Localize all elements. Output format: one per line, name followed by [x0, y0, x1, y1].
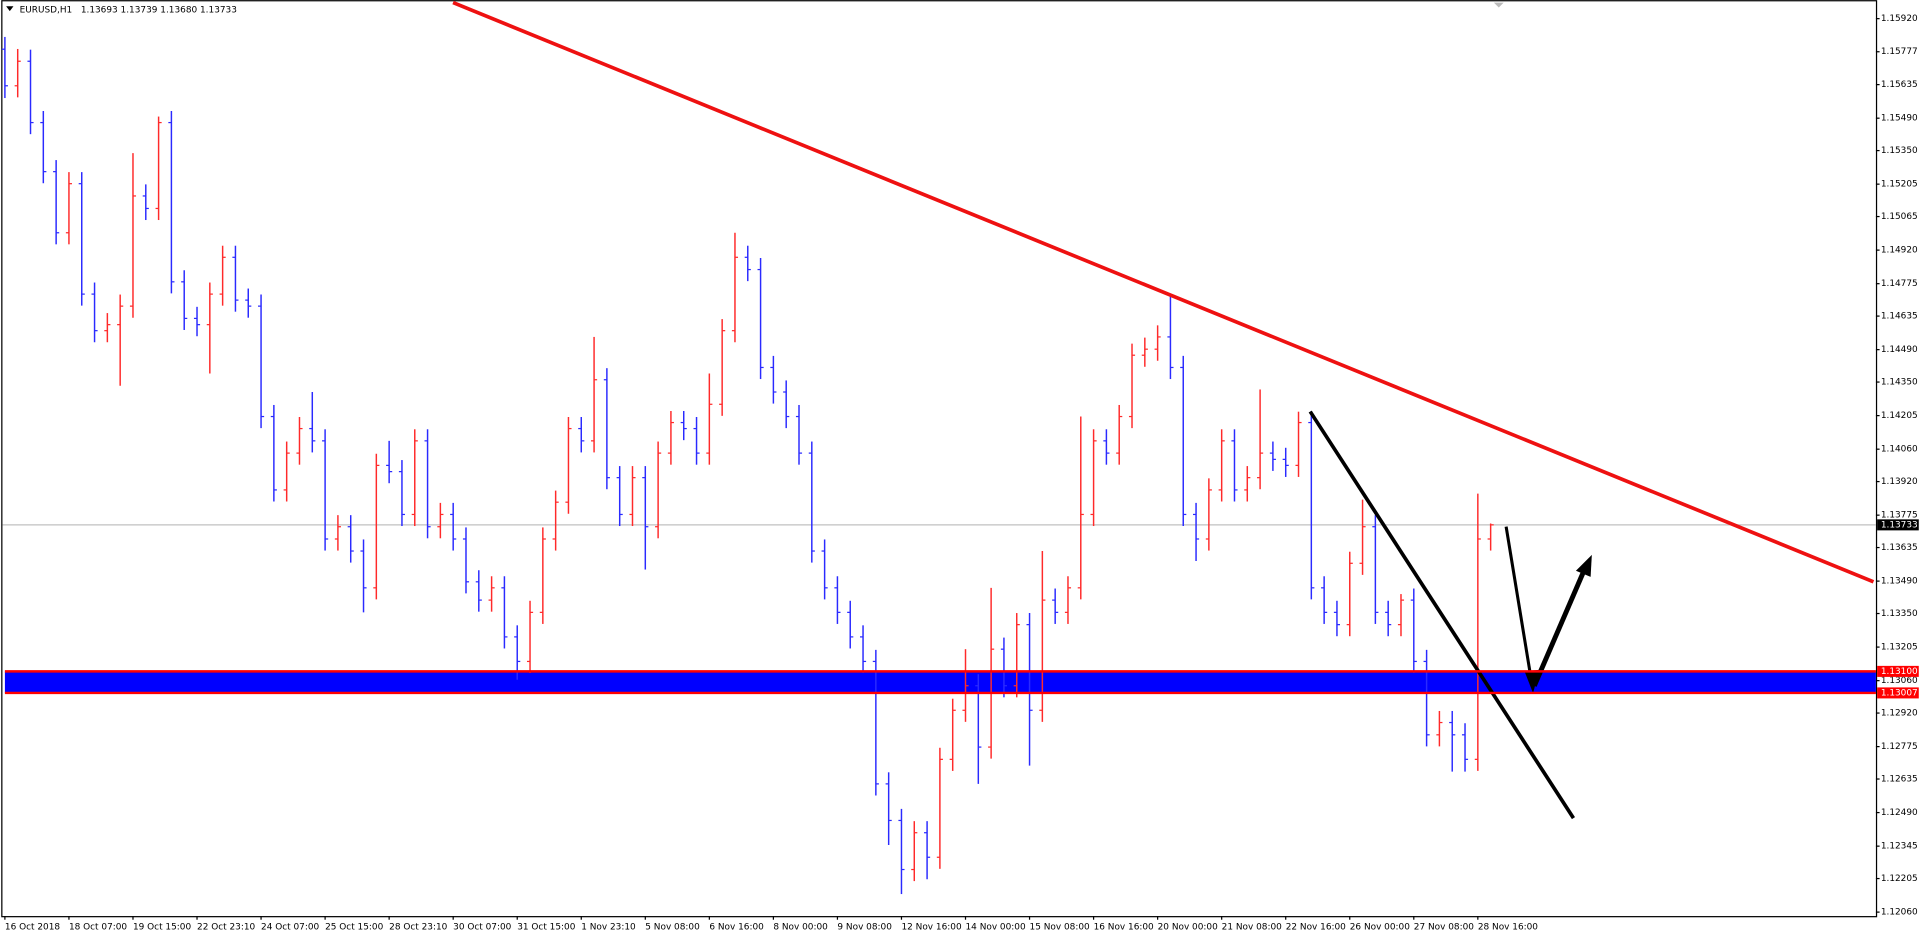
x-tick-label: 27 Nov 08:00: [1414, 923, 1474, 933]
y-tick-label: 1.12635: [1881, 775, 1918, 785]
y-tick-label: 1.12920: [1881, 709, 1918, 719]
marks: [1, 36, 1876, 895]
x-tick-label: 20 Nov 00:00: [1158, 923, 1218, 933]
arrow-head: [1524, 669, 1540, 694]
x-tick-label: 19 Oct 15:00: [133, 923, 191, 933]
y-tick-label: 1.12205: [1881, 874, 1918, 884]
y-tick-label: 1.14060: [1881, 445, 1918, 455]
arrow-shaft: [1504, 526, 1534, 684]
y-tick-label: 1.13205: [1881, 643, 1918, 653]
y-tick-label: 1.12060: [1881, 908, 1918, 918]
level-label-box: [1877, 687, 1919, 699]
y-tick-label: 1.12345: [1881, 842, 1918, 852]
arrow-shaft: [1532, 568, 1587, 687]
y-tick-label: 1.15635: [1881, 80, 1918, 90]
y-tick-label: 1.13350: [1881, 609, 1918, 619]
y-tick-label: 1.12775: [1881, 742, 1918, 752]
y-tick-label: 1.14490: [1881, 345, 1918, 355]
x-tick-label: 6 Nov 16:00: [709, 923, 764, 933]
zone: [4, 671, 1876, 693]
x-tick-label: 1 Nov 23:10: [581, 923, 636, 933]
y-tick-label: 1.12490: [1881, 808, 1918, 818]
y-tick-label: 1.15350: [1881, 146, 1918, 156]
x-tick-label: 28 Nov 16:00: [1478, 923, 1538, 933]
x-tick-label: 18 Oct 07:00: [69, 923, 127, 933]
x-tick-label: 21 Nov 08:00: [1222, 923, 1282, 933]
y-tick-label: 1.13060: [1881, 676, 1918, 686]
shift-marker: [1493, 2, 1504, 8]
y-tick-label: 1.13490: [1881, 577, 1918, 587]
x-tick-label: 26 Nov 00:00: [1350, 923, 1410, 933]
y-tick-label: 1.13775: [1881, 511, 1918, 521]
y-tick-label: 1.14920: [1881, 246, 1918, 256]
x-tick-label: 8 Nov 00:00: [773, 923, 828, 933]
x-tick-label: 28 Oct 23:10: [389, 923, 447, 933]
x-tick-label: 15 Nov 08:00: [1030, 923, 1090, 933]
x-tick-label: 31 Oct 15:00: [517, 923, 575, 933]
x-tick-label: 12 Nov 16:00: [901, 923, 961, 933]
price-label-box: [1877, 519, 1919, 531]
x-tick-label: 16 Oct 2018: [5, 923, 60, 933]
x-tick-label: 25 Oct 15:00: [325, 923, 383, 933]
plot-frame: [1, 0, 1878, 918]
y-tick-label: 1.15490: [1881, 114, 1918, 124]
y-tick-label: 1.15777: [1881, 47, 1918, 57]
trendline: [1308, 410, 1576, 820]
x-tick-label: 22 Oct 23:10: [197, 923, 255, 933]
y-tick-label: 1.14350: [1881, 378, 1918, 388]
level-label-box: [1877, 665, 1919, 677]
level-label: 1.13007: [1881, 688, 1918, 698]
x-tick-label: 14 Nov 00:00: [966, 923, 1026, 933]
x-tick-label: 16 Nov 16:00: [1094, 923, 1154, 933]
x-tick-label: 9 Nov 08:00: [837, 923, 892, 933]
x-tick-label: 30 Oct 07:00: [453, 923, 511, 933]
y-tick-label: 1.14205: [1881, 411, 1918, 421]
y-tick-label: 1.15205: [1881, 180, 1918, 190]
y-tick-label: 1.13635: [1881, 543, 1918, 553]
x-tick-label: 24 Oct 07:00: [261, 923, 319, 933]
x-tick-label: 22 Nov 16:00: [1286, 923, 1346, 933]
price-label: 1.13733: [1881, 520, 1918, 530]
x-tick-label: 5 Nov 08:00: [645, 923, 700, 933]
symbol-title: EURUSD,H1: [20, 5, 73, 15]
y-tick-label: 1.15065: [1881, 212, 1918, 222]
quote: 1.13693 1.13739 1.13680 1.13733: [81, 5, 237, 15]
y-tick-label: 1.14635: [1881, 312, 1918, 322]
y-tick-label: 1.15920: [1881, 14, 1918, 24]
arrow-head: [1575, 554, 1592, 577]
y-tick-label: 1.14775: [1881, 279, 1918, 289]
menu-triangle[interactable]: [6, 6, 14, 12]
level-label: 1.13100: [1881, 667, 1918, 677]
trendline: [452, 0, 1875, 584]
y-tick-label: 1.13920: [1881, 477, 1918, 487]
